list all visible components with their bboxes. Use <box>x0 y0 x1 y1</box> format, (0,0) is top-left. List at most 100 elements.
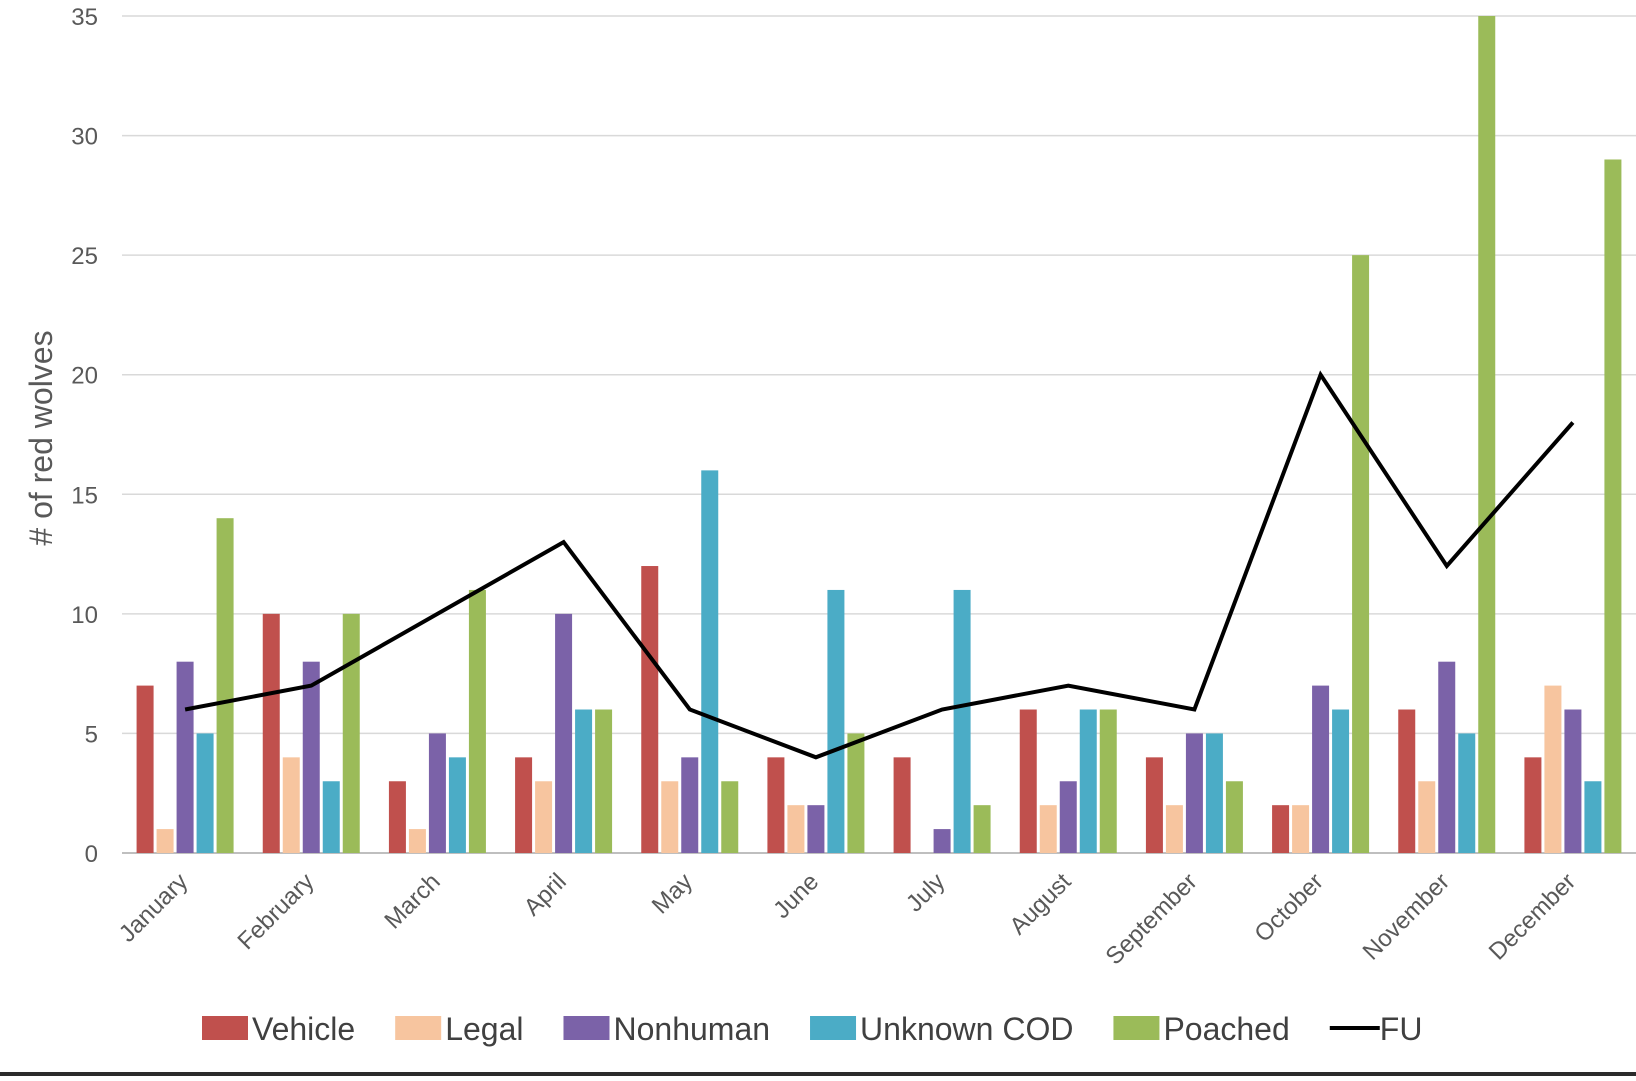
bar-nonhuman-march <box>428 733 446 853</box>
legend-swatch-poached <box>1113 1016 1160 1040</box>
bar-poached-february <box>342 613 360 853</box>
bar-poached-september <box>1225 781 1243 853</box>
bar-unknown-cod-october <box>1332 709 1350 853</box>
bar-nonhuman-october <box>1312 685 1330 853</box>
bar-legal-september <box>1165 805 1183 853</box>
bar-vehicle-december <box>1524 757 1542 853</box>
bar-nonhuman-february <box>302 661 320 853</box>
bar-nonhuman-december <box>1564 709 1582 853</box>
y-axis-label: # of red wolves <box>23 330 59 545</box>
bars <box>136 16 1622 854</box>
bar-unknown-cod-january <box>196 733 214 853</box>
bar-poached-august <box>1099 709 1117 853</box>
bar-poached-march <box>468 589 486 853</box>
bar-legal-june <box>787 805 805 853</box>
legend: Vehicle Legal Nonhuman Unknown COD Poached FU <box>202 1011 1422 1047</box>
bar-nonhuman-november <box>1438 661 1456 853</box>
legend-swatch-vehicle <box>202 1016 248 1040</box>
bar-legal-april <box>535 781 553 853</box>
bar-poached-october <box>1352 255 1370 854</box>
bar-vehicle-june <box>767 757 785 853</box>
y-tick-label: 5 <box>85 721 98 748</box>
y-axis-ticks: 0 5 10 15 20 25 30 35 <box>71 4 98 868</box>
x-axis-ticks: January February March April May June July Augu… <box>114 868 1581 970</box>
bar-unknown-cod-september <box>1205 733 1223 853</box>
bar-vehicle-october <box>1272 805 1290 853</box>
bar-poached-april <box>595 709 613 853</box>
bar-vehicle-november <box>1398 709 1416 853</box>
y-tick-label: 20 <box>71 363 98 390</box>
bar-legal-november <box>1418 781 1436 853</box>
bar-legal-february <box>282 757 300 853</box>
x-tick-label-june: June <box>768 868 824 924</box>
bar-poached-december <box>1604 159 1622 853</box>
legend-label-poached: Poached <box>1163 1011 1289 1047</box>
bar-nonhuman-september <box>1185 733 1203 853</box>
x-tick-label-september: September <box>1101 868 1203 970</box>
bottom-border <box>0 1072 1636 1076</box>
legend-label-unknown-cod: Unknown COD <box>860 1011 1073 1047</box>
bar-vehicle-april <box>515 757 533 853</box>
bar-legal-may <box>661 781 679 853</box>
x-tick-label-december: December <box>1484 868 1581 965</box>
bar-poached-january <box>216 518 234 853</box>
legend-swatch-nonhuman <box>563 1016 610 1040</box>
bar-unknown-cod-march <box>448 757 466 853</box>
y-tick-label: 0 <box>85 841 98 868</box>
bar-legal-december <box>1544 685 1562 853</box>
legend-label-legal: Legal <box>445 1011 523 1047</box>
bar-nonhuman-june <box>807 805 825 853</box>
x-tick-label-march: March <box>379 868 445 934</box>
bar-nonhuman-april <box>555 613 573 853</box>
bar-legal-october <box>1292 805 1310 853</box>
bar-legal-august <box>1039 805 1057 853</box>
bar-unknown-cod-may <box>701 470 719 853</box>
legend-swatch-unknown-cod <box>810 1016 857 1040</box>
legend-label-nonhuman: Nonhuman <box>613 1011 770 1047</box>
bar-poached-november <box>1478 16 1496 853</box>
bar-legal-january <box>156 829 174 853</box>
legend-swatch-legal <box>395 1016 442 1040</box>
x-tick-label-july: July <box>901 868 950 917</box>
bar-unknown-cod-december <box>1584 781 1602 853</box>
x-tick-label-february: February <box>232 868 319 955</box>
y-tick-label: 25 <box>71 243 98 270</box>
bar-unknown-cod-november <box>1458 733 1476 853</box>
bar-nonhuman-july <box>933 829 951 853</box>
bar-vehicle-january <box>136 685 154 853</box>
bar-vehicle-may <box>641 566 659 853</box>
y-tick-label: 15 <box>71 482 98 509</box>
x-tick-label-october: October <box>1249 868 1328 947</box>
x-tick-label-august: August <box>1005 868 1077 940</box>
x-tick-label-january: January <box>114 868 193 947</box>
x-tick-label-november: November <box>1358 868 1455 965</box>
x-tick-label-april: April <box>519 868 572 921</box>
bar-vehicle-february <box>262 613 280 853</box>
bar-unknown-cod-august <box>1079 709 1097 853</box>
bar-nonhuman-may <box>681 757 699 853</box>
y-tick-label: 30 <box>71 124 98 151</box>
bar-vehicle-august <box>1019 709 1037 853</box>
bar-vehicle-march <box>388 781 406 853</box>
bar-poached-june <box>847 733 865 853</box>
line-series-fu <box>184 370 1575 760</box>
bar-unknown-cod-june <box>827 589 845 853</box>
y-tick-label: 10 <box>71 602 98 629</box>
bar-nonhuman-january <box>176 661 194 853</box>
legend-label-vehicle: Vehicle <box>252 1011 355 1047</box>
bar-poached-july <box>973 805 991 853</box>
gridlines <box>122 15 1636 854</box>
bar-poached-may <box>721 781 739 853</box>
legend-label-fu: FU <box>1380 1011 1423 1047</box>
bar-unknown-cod-april <box>575 709 593 853</box>
bar-nonhuman-august <box>1059 781 1077 853</box>
bar-vehicle-july <box>893 757 911 853</box>
y-tick-label: 35 <box>71 4 98 31</box>
fu-line-layer <box>184 370 1575 760</box>
bar-vehicle-september <box>1145 757 1163 853</box>
bar-unknown-cod-july <box>953 589 971 853</box>
bar-unknown-cod-february <box>322 781 340 853</box>
bar-legal-march <box>408 829 426 853</box>
